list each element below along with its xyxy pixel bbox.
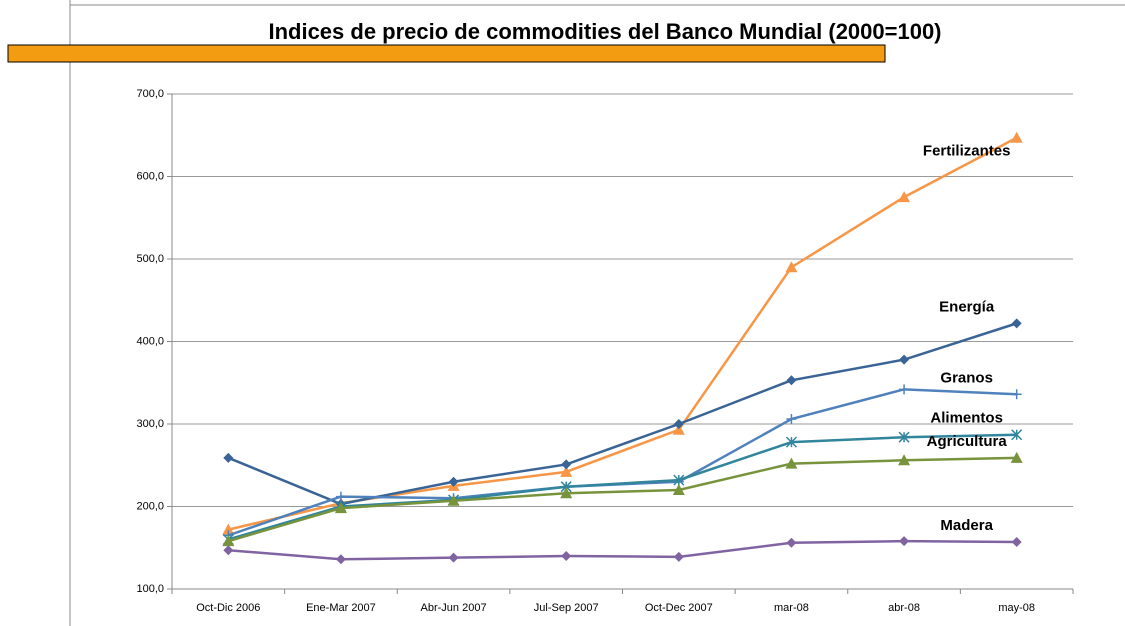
marker (560, 487, 573, 499)
y-tick-label: 700,0 (136, 88, 164, 100)
marker (785, 261, 798, 273)
marker (1011, 318, 1022, 329)
marker (898, 454, 911, 466)
marker (673, 419, 684, 429)
marker (223, 452, 234, 463)
marker (899, 384, 910, 395)
y-tick-label: 300,0 (136, 418, 164, 430)
marker (222, 535, 235, 547)
y-tick-label: 500,0 (136, 253, 164, 265)
series-label: Agricultura (927, 433, 1008, 450)
marker (673, 551, 684, 562)
series-label: Granos (940, 369, 993, 386)
marker (1011, 429, 1023, 441)
marker (561, 551, 572, 561)
marker (1010, 131, 1023, 143)
marker (335, 491, 346, 502)
marker (786, 375, 797, 386)
marker (785, 457, 798, 469)
marker (1010, 451, 1023, 463)
marker (1011, 389, 1022, 400)
x-tick-label: Oct-Dec 2007 (645, 602, 713, 614)
marker (448, 552, 459, 563)
marker (560, 465, 573, 477)
y-tick-label: 100,0 (136, 583, 164, 595)
marker (673, 474, 685, 486)
x-tick-label: Jul-Sep 2007 (534, 602, 599, 614)
marker (335, 554, 346, 565)
series-line (228, 539, 1017, 561)
marker (899, 354, 910, 365)
marker (448, 476, 459, 487)
marker (786, 414, 797, 425)
marker (898, 431, 910, 443)
x-tick-label: abr-08 (888, 602, 920, 614)
x-tick-label: mar-08 (774, 602, 809, 614)
series-label: Energía (939, 298, 995, 315)
marker (223, 545, 234, 556)
marker (898, 191, 911, 203)
series-label: Madera (940, 517, 993, 534)
marker (786, 537, 797, 548)
marker (672, 484, 685, 495)
marker (334, 502, 347, 514)
marker (785, 436, 797, 448)
series-line (227, 388, 1017, 537)
series-label: Fertilizantes (923, 143, 1011, 160)
series-line (227, 456, 1017, 543)
series-line (227, 322, 1018, 506)
chart-title: Indices de precio de commodities del Ban… (268, 19, 941, 44)
marker (672, 423, 685, 435)
x-tick-label: Abr-Jun 2007 (421, 602, 487, 614)
y-tick-label: 600,0 (136, 170, 164, 182)
marker (1011, 536, 1022, 547)
x-tick-label: may-08 (998, 602, 1035, 614)
series-line (227, 433, 1017, 541)
y-tick-label: 400,0 (136, 335, 164, 347)
title-bar (7, 44, 886, 63)
x-tick-label: Ene-Mar 2007 (306, 602, 376, 614)
series-line (228, 136, 1018, 531)
x-tick-label: Oct-Dic 2006 (196, 602, 260, 614)
series-label: Alimentos (930, 410, 1003, 427)
y-tick-label: 200,0 (136, 500, 164, 512)
marker (447, 494, 460, 506)
marker (222, 523, 235, 535)
marker (561, 459, 572, 470)
marker (899, 536, 910, 547)
